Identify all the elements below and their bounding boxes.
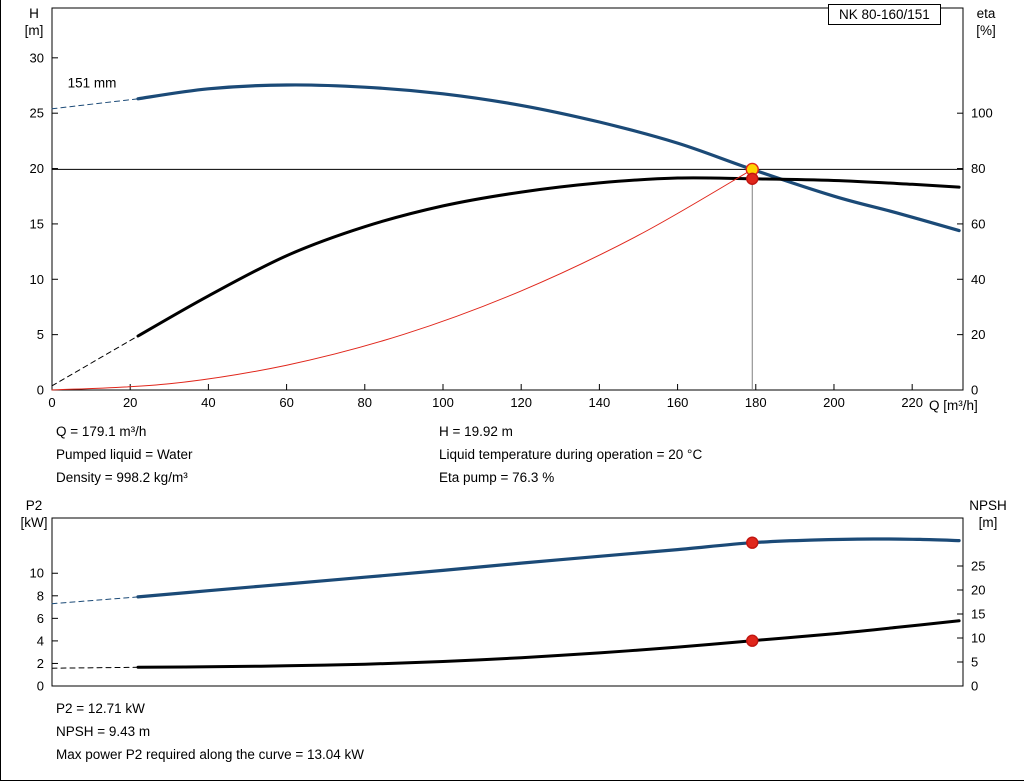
pumped-liquid-text: Pumped liquid = Water — [56, 447, 193, 462]
max-power-text: Max power P2 required along the curve = … — [56, 747, 365, 762]
density-text: Density = 998.2 kg/m³ — [56, 470, 188, 485]
x-tick-label: 220 — [901, 395, 923, 410]
eta-curve-lead — [51, 335, 139, 387]
npsh-curve-lead — [51, 666, 139, 669]
p2-axis-unit: [kW] — [20, 515, 48, 530]
p2-axis-symbol: P2 — [25, 498, 43, 513]
head-axis-unit: [m] — [24, 23, 44, 38]
y-left-tick-label: 25 — [30, 106, 44, 121]
x-tick-label: 80 — [358, 395, 372, 410]
y-left-tick-label: 10 — [30, 566, 44, 581]
x-tick-label: 20 — [123, 395, 137, 410]
y-left-tick-label: 4 — [37, 633, 44, 648]
npsh-axis-unit: [m] — [978, 515, 998, 530]
npsh-axis-symbol: NPSH — [969, 498, 1007, 513]
duty-info-right: H = 19.92 m Liquid temperature during op… — [439, 420, 702, 489]
x-tick-label: 140 — [589, 395, 611, 410]
y-left-tick-label: 0 — [37, 383, 44, 398]
y-left-tick-label: 0 — [37, 679, 44, 694]
y-right-tick-label: 10 — [971, 631, 985, 646]
y-right-tick-label: 40 — [971, 272, 985, 287]
plot-frame — [51, 7, 964, 391]
x-tick-label: 120 — [510, 395, 532, 410]
y-right-tick-label: 20 — [971, 327, 985, 342]
head-value-text: H = 19.92 m — [439, 424, 513, 439]
impeller-diameter-label: 151 mm — [68, 76, 117, 91]
eta-axis-unit: [%] — [976, 23, 996, 38]
head-curve-lead — [51, 98, 139, 110]
y-left-axis-title-bottom: P2 [kW] — [11, 497, 57, 531]
y-right-tick-label: 15 — [971, 607, 985, 622]
y-right-tick-label: 0 — [971, 679, 978, 694]
npsh-value-text: NPSH = 9.43 m — [56, 724, 151, 739]
duty-info-left: Q = 179.1 m³/h Pumped liquid = Water Den… — [56, 420, 192, 489]
x-tick-label: 200 — [823, 395, 845, 410]
x-tick-label: 0 — [48, 395, 55, 410]
y-right-axis-title-top: eta [%] — [963, 5, 1009, 39]
x-tick-label: 100 — [432, 395, 454, 410]
y-right-tick-label: 60 — [971, 216, 985, 231]
y-left-axis-title-top: H [m] — [11, 5, 57, 39]
y-left-tick-label: 10 — [30, 272, 44, 287]
npsh-curve — [136, 619, 961, 669]
y-left-tick-label: 5 — [37, 327, 44, 342]
x-tick-label: 180 — [745, 395, 767, 410]
y-left-tick-label: 2 — [37, 656, 44, 671]
y-left-tick-label: 8 — [37, 588, 44, 603]
head-curve-151mm — [136, 83, 961, 233]
plot-frame — [51, 517, 964, 687]
duty-point-p2[interactable] — [746, 536, 759, 549]
p2-curve-lead — [51, 596, 139, 605]
x-axis-title: Q [m³/h] — [929, 398, 978, 413]
y-right-axis-title-bottom: NPSH [m] — [959, 497, 1017, 531]
y-left-tick-label: 20 — [30, 161, 44, 176]
y-left-tick-label: 30 — [30, 50, 44, 65]
x-tick-label: 160 — [667, 395, 689, 410]
y-left-tick-label: 15 — [30, 216, 44, 231]
x-tick-label: 60 — [279, 395, 293, 410]
duty-point-eta[interactable] — [746, 172, 759, 185]
system-curve — [51, 168, 753, 391]
y-right-tick-label: 20 — [971, 583, 985, 598]
x-tick-label: 40 — [201, 395, 215, 410]
power-npsh-info: P2 = 12.71 kW NPSH = 9.43 m Max power P2… — [56, 697, 364, 766]
p2-curve — [136, 537, 961, 599]
y-right-tick-label: 100 — [971, 106, 993, 121]
y-right-tick-label: 5 — [971, 655, 978, 670]
y-right-tick-label: 80 — [971, 161, 985, 176]
p2-value-text: P2 = 12.71 kW — [56, 701, 145, 716]
duty-point-npsh[interactable] — [746, 634, 759, 647]
eta-curve — [136, 176, 961, 338]
flow-value-text: Q = 179.1 m³/h — [56, 424, 147, 439]
y-right-tick-label: 0 — [971, 383, 978, 398]
eta-axis-symbol: eta — [976, 6, 996, 21]
y-left-tick-label: 6 — [37, 611, 44, 626]
pump-model-label: NK 80-160/151 — [828, 4, 941, 25]
liquid-temp-text: Liquid temperature during operation = 20… — [439, 447, 703, 462]
y-right-tick-label: 25 — [971, 559, 985, 574]
eta-pump-text: Eta pump = 76.3 % — [439, 470, 555, 485]
head-axis-symbol: H — [29, 6, 39, 21]
